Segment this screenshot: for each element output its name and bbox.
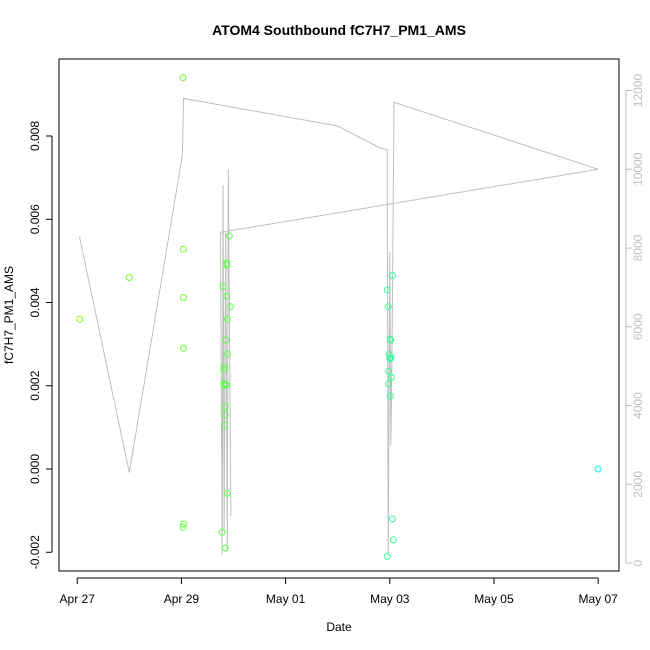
- y-tick-label: 0.000: [28, 454, 42, 484]
- data-point: [222, 336, 230, 344]
- data-point: [388, 515, 396, 523]
- x-axis-label: Date: [326, 620, 352, 634]
- secondary-line-layer: [79, 97, 599, 556]
- data-point: [76, 315, 84, 323]
- data-point: [179, 74, 187, 82]
- data-point: [220, 366, 228, 374]
- data-point: [180, 245, 187, 253]
- x-axis: Apr 27 Apr 29 May 01 May 03 May 05 May 07: [60, 577, 618, 606]
- y2-tick-label: 2000: [631, 471, 645, 498]
- y-tick-label: -0.002: [28, 535, 42, 569]
- data-point: [221, 411, 229, 419]
- data-point: [384, 303, 392, 311]
- y-axis: -0.002 0.000 0.002 0.004 0.006 0.008: [28, 121, 53, 569]
- data-point: [387, 336, 395, 344]
- data-point: [387, 354, 395, 361]
- data-point: [179, 523, 187, 531]
- data-point: [221, 544, 229, 552]
- x-tick-label: May 01: [266, 592, 306, 606]
- y-tick-label: 0.004: [28, 287, 42, 317]
- x-tick-label: May 05: [474, 592, 514, 606]
- plot-frame: [58, 58, 620, 572]
- points-layer: [76, 74, 602, 560]
- y2-tick-label: 10000: [631, 152, 645, 186]
- data-point: [180, 294, 187, 301]
- x-tick-label: May 07: [578, 592, 618, 606]
- data-point: [385, 367, 393, 375]
- data-point: [383, 286, 391, 294]
- y2-tick-label: 0: [631, 559, 645, 566]
- y2-tick-label: 6000: [631, 313, 645, 340]
- data-point: [180, 520, 187, 528]
- x-tick-label: Apr 27: [60, 592, 96, 606]
- data-point: [223, 259, 231, 267]
- data-point: [388, 272, 396, 279]
- data-point: [386, 392, 394, 400]
- y2-tick-label: 4000: [631, 392, 645, 419]
- y2-tick-label: 8000: [631, 234, 645, 261]
- data-point: [223, 350, 231, 358]
- x-tick-label: Apr 29: [164, 592, 200, 606]
- data-point: [219, 283, 227, 291]
- data-point: [383, 552, 391, 560]
- data-point: [221, 403, 229, 411]
- data-point: [223, 292, 231, 300]
- x-tick-label: May 03: [370, 592, 410, 606]
- y-tick-label: 0.002: [28, 370, 42, 400]
- data-point: [389, 536, 397, 544]
- y2-axis: 0 2000 4000 6000 8000 10000 12000: [625, 73, 645, 566]
- data-point: [225, 232, 233, 240]
- data-point: [594, 465, 602, 473]
- data-point: [223, 489, 231, 497]
- data-point: [226, 303, 234, 311]
- data-point: [387, 373, 395, 381]
- data-point: [125, 274, 133, 281]
- data-point: [222, 381, 230, 389]
- data-point: [221, 421, 229, 429]
- data-point: [180, 344, 187, 352]
- y-tick-label: 0.008: [28, 121, 42, 151]
- data-point: [223, 315, 231, 323]
- secondary-series-line: [79, 97, 599, 556]
- chart-title: ATOM4 Southbound fC7H7_PM1_AMS: [212, 22, 466, 38]
- y-tick-label: 0.006: [28, 204, 42, 234]
- y-axis-label: fC7H7_PM1_AMS: [2, 266, 16, 364]
- data-point: [385, 380, 393, 388]
- data-point: [223, 261, 231, 269]
- data-point: [218, 528, 226, 536]
- data-point: [220, 363, 228, 371]
- y2-tick-label: 12000: [631, 73, 645, 107]
